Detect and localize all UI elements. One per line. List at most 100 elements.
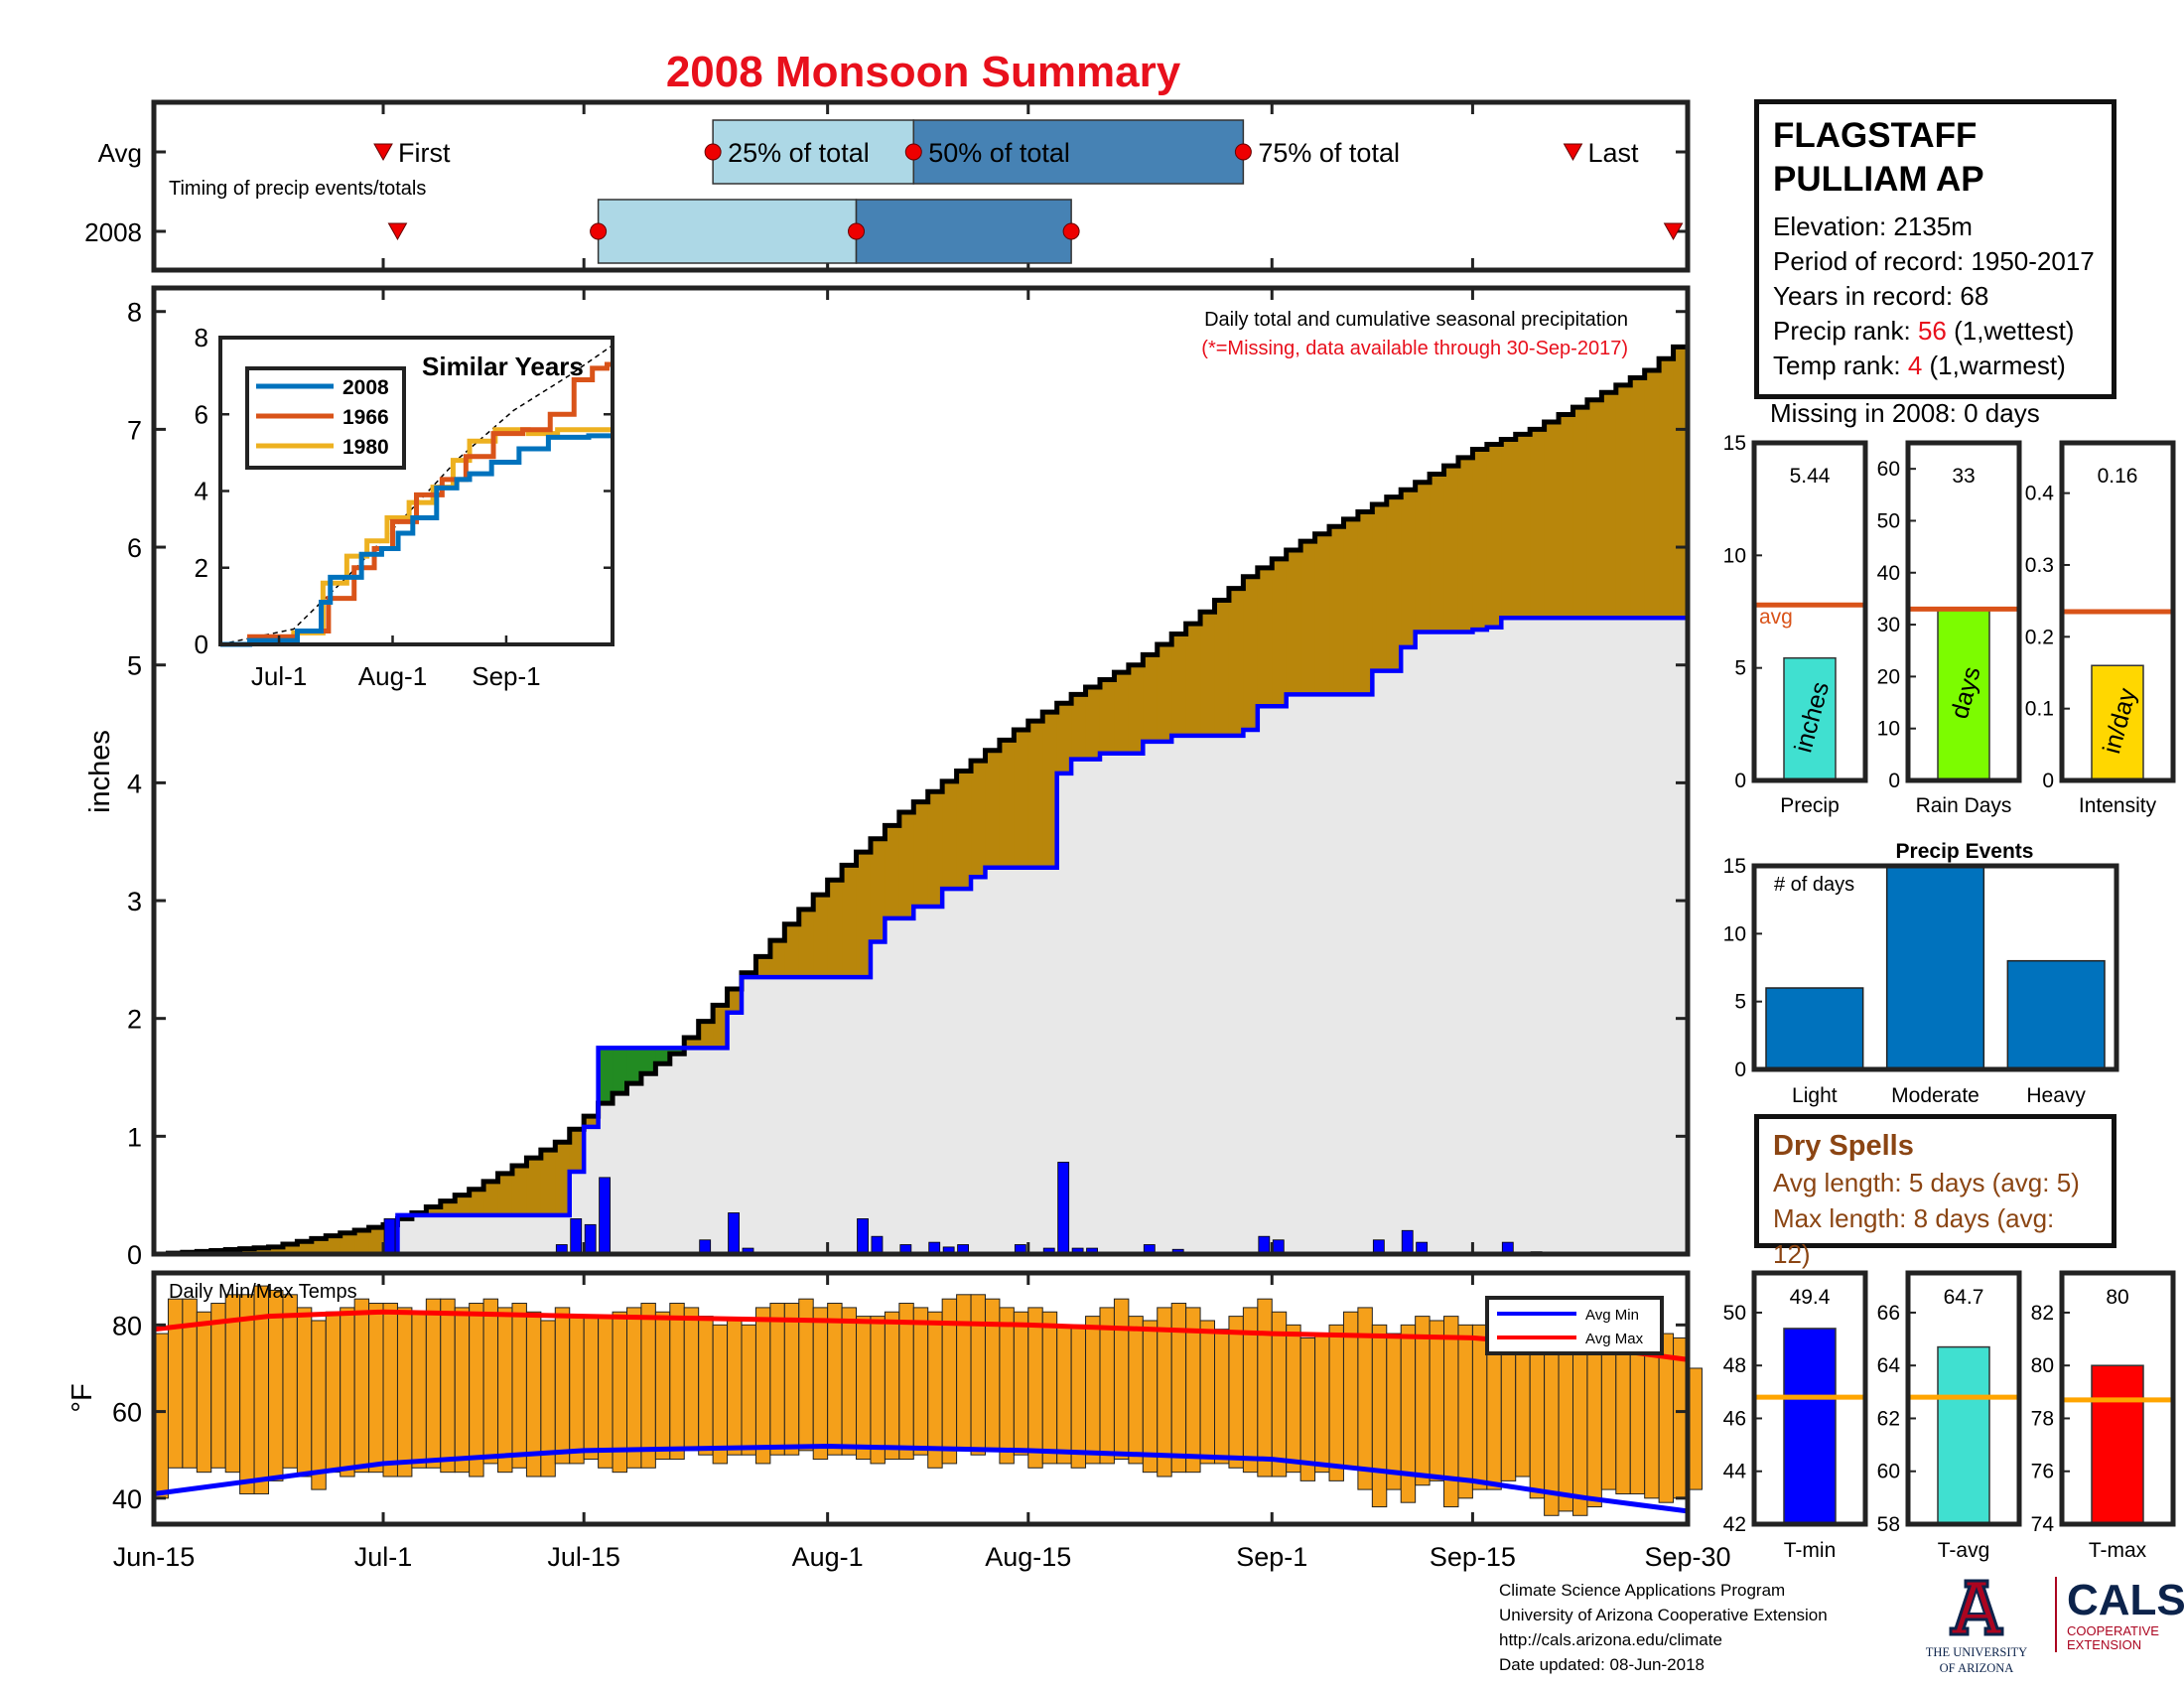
- daily-temp-bar: [654, 1311, 671, 1461]
- tsum-ytick-label: 66: [1877, 1302, 1900, 1325]
- timing-marker-last: [1663, 222, 1684, 241]
- deficit-area: [1486, 444, 1502, 628]
- timing-frame: [151, 99, 1691, 273]
- tsum-ytick-label: 42: [1723, 1513, 1746, 1536]
- station-years: Years in record: 68: [1773, 281, 1989, 311]
- dry-spells-title: Dry Spells: [1773, 1130, 1914, 1162]
- daily-temp-bar: [1142, 1320, 1159, 1474]
- deficit-area: [1386, 496, 1402, 671]
- events-category-label: Heavy: [2026, 1084, 2086, 1107]
- temps-frame: [151, 1270, 1691, 1527]
- deficit-area: [1401, 490, 1417, 647]
- inset-ytick-label: 8: [195, 323, 208, 352]
- daily-temp-bar: [325, 1311, 341, 1474]
- deficit-area: [469, 1189, 484, 1215]
- deficit-area: [870, 838, 886, 942]
- inset-ytick-label: 4: [195, 477, 208, 506]
- daily-precip-bar: [728, 1212, 740, 1255]
- total-ytick-label: 0.1: [2025, 698, 2054, 721]
- daily-temp-bar: [698, 1316, 714, 1456]
- tsum-ytick-label: 58: [1877, 1513, 1900, 1536]
- deficit-area: [1243, 576, 1259, 730]
- date-axis-label: Sep-1: [1236, 1542, 1307, 1572]
- total-ytick-label: 0.4: [2025, 483, 2055, 505]
- deficit-area: [798, 909, 814, 978]
- daily-temp-bar: [382, 1303, 398, 1477]
- missing-days: Missing in 2008: 0 days: [1770, 398, 2040, 428]
- deficit-area: [1014, 729, 1029, 868]
- daily-temp-bar: [311, 1320, 327, 1490]
- precip-ytick-label: 7: [127, 415, 142, 445]
- deficit-area: [1286, 550, 1301, 695]
- deficit-area: [1586, 399, 1602, 619]
- deficit-area: [254, 1247, 270, 1254]
- deficit-area: [1372, 504, 1388, 671]
- timing-marker-dot: [704, 143, 722, 161]
- tsum-ytick-label: 82: [2031, 1302, 2054, 1325]
- daily-temp-bar: [1429, 1320, 1445, 1481]
- deficit-area: [1457, 457, 1473, 633]
- tsum-ytick-label: 60: [1877, 1461, 1900, 1483]
- daily-temp-bar: [1386, 1333, 1402, 1490]
- tsum-ytick-label: 78: [2031, 1407, 2054, 1430]
- deficit-area: [827, 880, 843, 978]
- daily-temp-bar: [1600, 1341, 1617, 1490]
- temp-rank: Temp rank: 4 (1,warmest): [1773, 349, 2098, 383]
- daily-temp-bar: [1615, 1336, 1631, 1494]
- tsum-category-label: T-max: [2089, 1539, 2147, 1562]
- inset-title: Similar Years: [422, 352, 584, 381]
- tsum-bar-t-max: [2091, 1364, 2144, 1525]
- deficit-area: [282, 1244, 298, 1254]
- cals-line2: EXTENSION: [2067, 1637, 2142, 1652]
- cumulative-2008-line: [154, 615, 1688, 1257]
- timing-marker-first: [373, 143, 393, 162]
- temps-ytick-label: 80: [112, 1311, 142, 1340]
- total-value-label: 0.16: [2098, 465, 2138, 488]
- daily-precip-bar: [857, 1218, 869, 1255]
- daily-temp-bar: [425, 1298, 442, 1469]
- timing-marker-dot: [590, 222, 608, 240]
- daily-temp-bar: [598, 1316, 614, 1469]
- daily-temp-bar: [1128, 1316, 1144, 1465]
- deficit-area: [898, 812, 914, 918]
- events-category-label: Moderate: [1891, 1084, 1979, 1107]
- temps-ytick-label: 60: [112, 1398, 142, 1428]
- timing-subtitle: Timing of precip events/totals: [169, 178, 426, 200]
- deficit-area: [1357, 511, 1373, 695]
- deficit-area: [813, 895, 829, 978]
- total-panel-frame: [2059, 440, 2176, 783]
- tsum-panel-frame: [1751, 1270, 1868, 1527]
- station-name-line2: PULLIAM AP: [1773, 160, 1984, 199]
- daily-precip-bar: [871, 1235, 884, 1255]
- timing-box-25-50: [597, 199, 858, 264]
- total-ytick-label: 5: [1734, 657, 1746, 680]
- surplus-area: [669, 1048, 685, 1055]
- total-ytick-label: 0: [2042, 770, 2054, 792]
- daily-temp-bar: [999, 1307, 1015, 1465]
- tsum-ytick-label: 46: [1723, 1407, 1746, 1430]
- dry-spells-max: Max length: 8 days (avg: 12): [1773, 1203, 2055, 1269]
- deficit-area: [1143, 654, 1159, 742]
- daily-temp-bar: [727, 1320, 743, 1456]
- tsum-panel-frame: [1905, 1270, 2022, 1527]
- timing-box-25-50: [712, 119, 915, 185]
- daily-temp-bar: [970, 1294, 986, 1456]
- temps-legend-label-min: Avg Min: [1585, 1307, 1639, 1324]
- daily-temp-bar: [870, 1316, 886, 1465]
- deficit-area: [1659, 358, 1675, 619]
- daily-temp-bar: [1085, 1316, 1101, 1465]
- tsum-category-label: T-min: [1784, 1539, 1837, 1562]
- total-panel-frame: [1751, 440, 1868, 783]
- date-axis-label: Jul-15: [547, 1542, 620, 1572]
- total-ytick-label: 60: [1877, 458, 1900, 481]
- events-ytick-label: 0: [1734, 1058, 1746, 1081]
- daily-temp-bar: [640, 1303, 656, 1469]
- daily-temp-bar: [1571, 1345, 1588, 1516]
- surplus-area: [598, 1048, 614, 1104]
- tsum-ytick-label: 76: [2031, 1461, 2054, 1483]
- date-axis-label: Jun-15: [113, 1542, 196, 1572]
- ua-line1: THE UNIVERSITY: [1925, 1645, 2028, 1659]
- timing-marker-dot: [1234, 143, 1252, 161]
- deficit-area: [1099, 679, 1115, 754]
- deficit-area: [1042, 712, 1058, 868]
